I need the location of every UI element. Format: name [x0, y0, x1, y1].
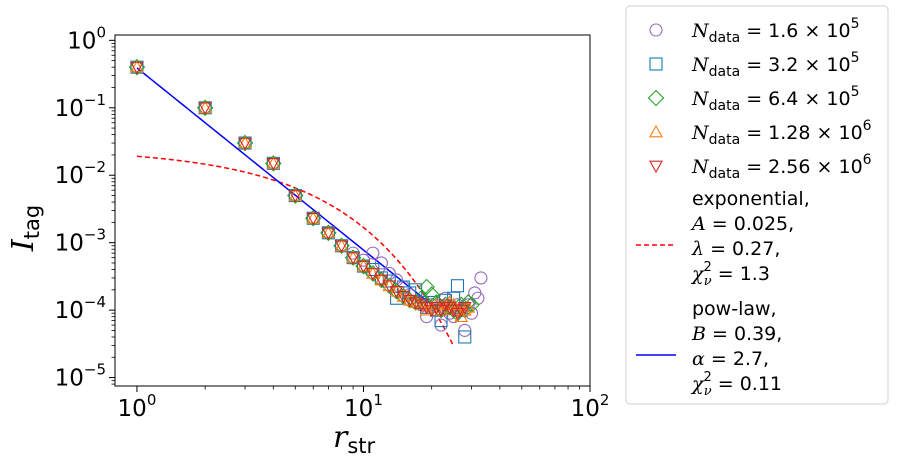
legend: Ndata = 1.6 × 105 Ndata = 3.2 × 105 Ndata …	[636, 16, 872, 399]
legend-box	[625, 5, 889, 405]
legend-marker	[649, 23, 663, 37]
y-tick-label: 10−1	[55, 91, 106, 122]
legend-marker	[649, 124, 663, 138]
data-point	[429, 301, 444, 315]
data-point	[461, 300, 476, 313]
data-point	[396, 291, 411, 304]
data-point	[321, 227, 336, 240]
x-tick-label: 100	[118, 391, 157, 422]
data-point	[454, 304, 469, 318]
legend-label: Ndata = 2.56 × 106	[691, 152, 872, 182]
data-point	[390, 291, 404, 305]
data-point	[365, 268, 380, 281]
legend-fit-label: A = 0.025,	[690, 213, 794, 235]
data-point	[419, 302, 434, 316]
legend-fit-label: pow-law,	[692, 298, 777, 320]
x-axis-label: rstr	[333, 420, 376, 458]
legend-label: Ndata = 6.4 × 105	[691, 84, 860, 114]
data-point	[457, 301, 472, 315]
data-point	[198, 102, 213, 115]
data-point	[458, 330, 472, 344]
legend-marker	[649, 160, 663, 174]
data-point	[266, 158, 281, 171]
data-point	[474, 271, 488, 285]
data-point	[334, 240, 349, 253]
legend-fit-label: B = 0.39,	[691, 323, 782, 345]
data-point	[356, 260, 371, 274]
data-point	[321, 225, 336, 239]
data-point	[457, 302, 472, 316]
data-point	[450, 279, 465, 293]
y-tick-label: 10−3	[55, 226, 106, 257]
data-point	[419, 301, 434, 315]
data-point	[389, 284, 404, 297]
legend-fit-label: χ2 ν = 0.11	[690, 370, 782, 399]
plot-content	[128, 58, 488, 347]
legend-fit-label: χ2 ν = 1.3	[690, 260, 770, 289]
y-tick-label: 10−5	[55, 361, 106, 392]
data-point	[414, 299, 429, 312]
data-point	[365, 266, 380, 279]
data-point	[288, 188, 303, 201]
data-point	[408, 297, 423, 310]
data-point	[238, 137, 252, 151]
legend-fit-label: exponential,	[692, 188, 810, 210]
data-point	[346, 252, 361, 265]
axis-tick-labels: 100 101 102 100 10−1 10−2 10−3 10−4 10−5	[55, 23, 610, 422]
data-point	[402, 294, 417, 308]
data-point	[454, 309, 469, 323]
data-point	[382, 278, 397, 292]
y-tick-label: 100	[67, 23, 106, 54]
data-point	[446, 297, 461, 311]
data-point	[306, 212, 321, 226]
data-point	[418, 278, 435, 296]
data-point	[450, 302, 465, 316]
data-point	[424, 300, 439, 313]
data-point	[402, 293, 417, 306]
legend-label: Ndata = 1.6 × 105	[691, 16, 860, 46]
data-points	[128, 58, 488, 344]
legend-label: Ndata = 3.2 × 105	[691, 50, 860, 80]
series-5	[130, 61, 472, 321]
data-point	[306, 211, 321, 224]
data-point	[130, 60, 144, 73]
y-tick-label: 10−2	[55, 158, 106, 189]
data-point	[288, 190, 303, 203]
data-point	[442, 295, 457, 308]
data-point	[429, 297, 444, 311]
legend-fit-label: λ = 0.27,	[691, 238, 780, 260]
legend-fit-label: α = 2.7,	[692, 348, 769, 370]
x-tick-label: 101	[344, 391, 383, 422]
axis-ticks	[109, 39, 591, 392]
data-point	[334, 238, 349, 252]
data-point	[434, 304, 448, 318]
legend-marker	[649, 57, 663, 71]
data-point	[198, 100, 213, 114]
plot-area	[114, 34, 591, 387]
data-point	[346, 250, 361, 263]
legend-marker	[647, 89, 665, 107]
y-tick-label: 10−4	[55, 293, 106, 324]
x-tick-label: 102	[571, 391, 610, 422]
data-point	[374, 272, 389, 286]
legend-label: Ndata = 1.28 × 106	[691, 118, 872, 148]
data-point	[238, 135, 252, 149]
y-axis-label: Itag	[6, 205, 44, 252]
data-point	[266, 156, 281, 169]
data-point	[130, 61, 144, 75]
data-point	[366, 246, 380, 260]
data-point	[356, 258, 371, 272]
data-point	[446, 304, 461, 318]
